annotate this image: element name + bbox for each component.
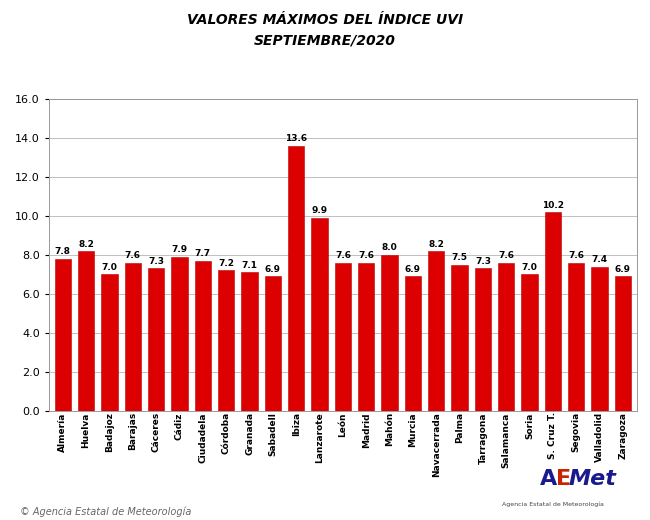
- Bar: [78, 251, 94, 411]
- Text: 8.0: 8.0: [382, 243, 397, 253]
- Text: 7.2: 7.2: [218, 259, 234, 268]
- Bar: [218, 270, 235, 411]
- Bar: [451, 265, 468, 411]
- Bar: [241, 272, 257, 411]
- Text: A: A: [540, 469, 557, 489]
- Text: 10.2: 10.2: [542, 201, 564, 210]
- Text: 9.9: 9.9: [311, 206, 328, 215]
- Bar: [288, 146, 304, 411]
- Text: 8.2: 8.2: [428, 240, 444, 249]
- Bar: [172, 257, 188, 411]
- Text: VALORES MÁXIMOS DEL ÍNDICE UVI: VALORES MÁXIMOS DEL ÍNDICE UVI: [187, 13, 463, 27]
- Text: 7.5: 7.5: [452, 253, 467, 262]
- Bar: [335, 263, 351, 411]
- Text: 8.2: 8.2: [78, 240, 94, 249]
- Bar: [405, 276, 421, 411]
- Text: 7.6: 7.6: [499, 251, 514, 260]
- Bar: [568, 263, 584, 411]
- Bar: [498, 263, 514, 411]
- Bar: [474, 268, 491, 411]
- Text: 7.6: 7.6: [335, 251, 351, 260]
- Bar: [55, 258, 71, 411]
- Bar: [382, 255, 398, 411]
- Text: E: E: [556, 469, 571, 489]
- Bar: [428, 251, 445, 411]
- Text: SEPTIEMBRE/2020: SEPTIEMBRE/2020: [254, 34, 396, 48]
- Text: 7.6: 7.6: [358, 251, 374, 260]
- Text: 6.9: 6.9: [405, 265, 421, 274]
- Text: 6.9: 6.9: [265, 265, 281, 274]
- Bar: [148, 268, 164, 411]
- Text: 7.0: 7.0: [522, 263, 538, 272]
- Text: 13.6: 13.6: [285, 134, 307, 144]
- Bar: [545, 212, 561, 411]
- Bar: [358, 263, 374, 411]
- Text: 7.8: 7.8: [55, 248, 71, 256]
- Text: 7.1: 7.1: [242, 261, 257, 270]
- Text: 7.3: 7.3: [148, 257, 164, 266]
- Text: Agencia Estatal de Meteorología: Agencia Estatal de Meteorología: [502, 501, 603, 507]
- Bar: [615, 276, 631, 411]
- Text: 7.6: 7.6: [568, 251, 584, 260]
- Bar: [101, 275, 118, 411]
- Bar: [194, 261, 211, 411]
- Text: © Agencia Estatal de Meteorología: © Agencia Estatal de Meteorología: [20, 507, 191, 517]
- Text: 7.7: 7.7: [195, 249, 211, 258]
- Text: 7.3: 7.3: [475, 257, 491, 266]
- Text: 7.0: 7.0: [101, 263, 118, 272]
- Text: 6.9: 6.9: [615, 265, 631, 274]
- Text: 7.9: 7.9: [172, 245, 188, 254]
- Text: 7.4: 7.4: [592, 255, 608, 264]
- Bar: [592, 266, 608, 411]
- Text: Met: Met: [569, 469, 617, 489]
- Bar: [125, 263, 141, 411]
- Bar: [265, 276, 281, 411]
- Text: 7.6: 7.6: [125, 251, 141, 260]
- Bar: [521, 275, 538, 411]
- Bar: [311, 218, 328, 411]
